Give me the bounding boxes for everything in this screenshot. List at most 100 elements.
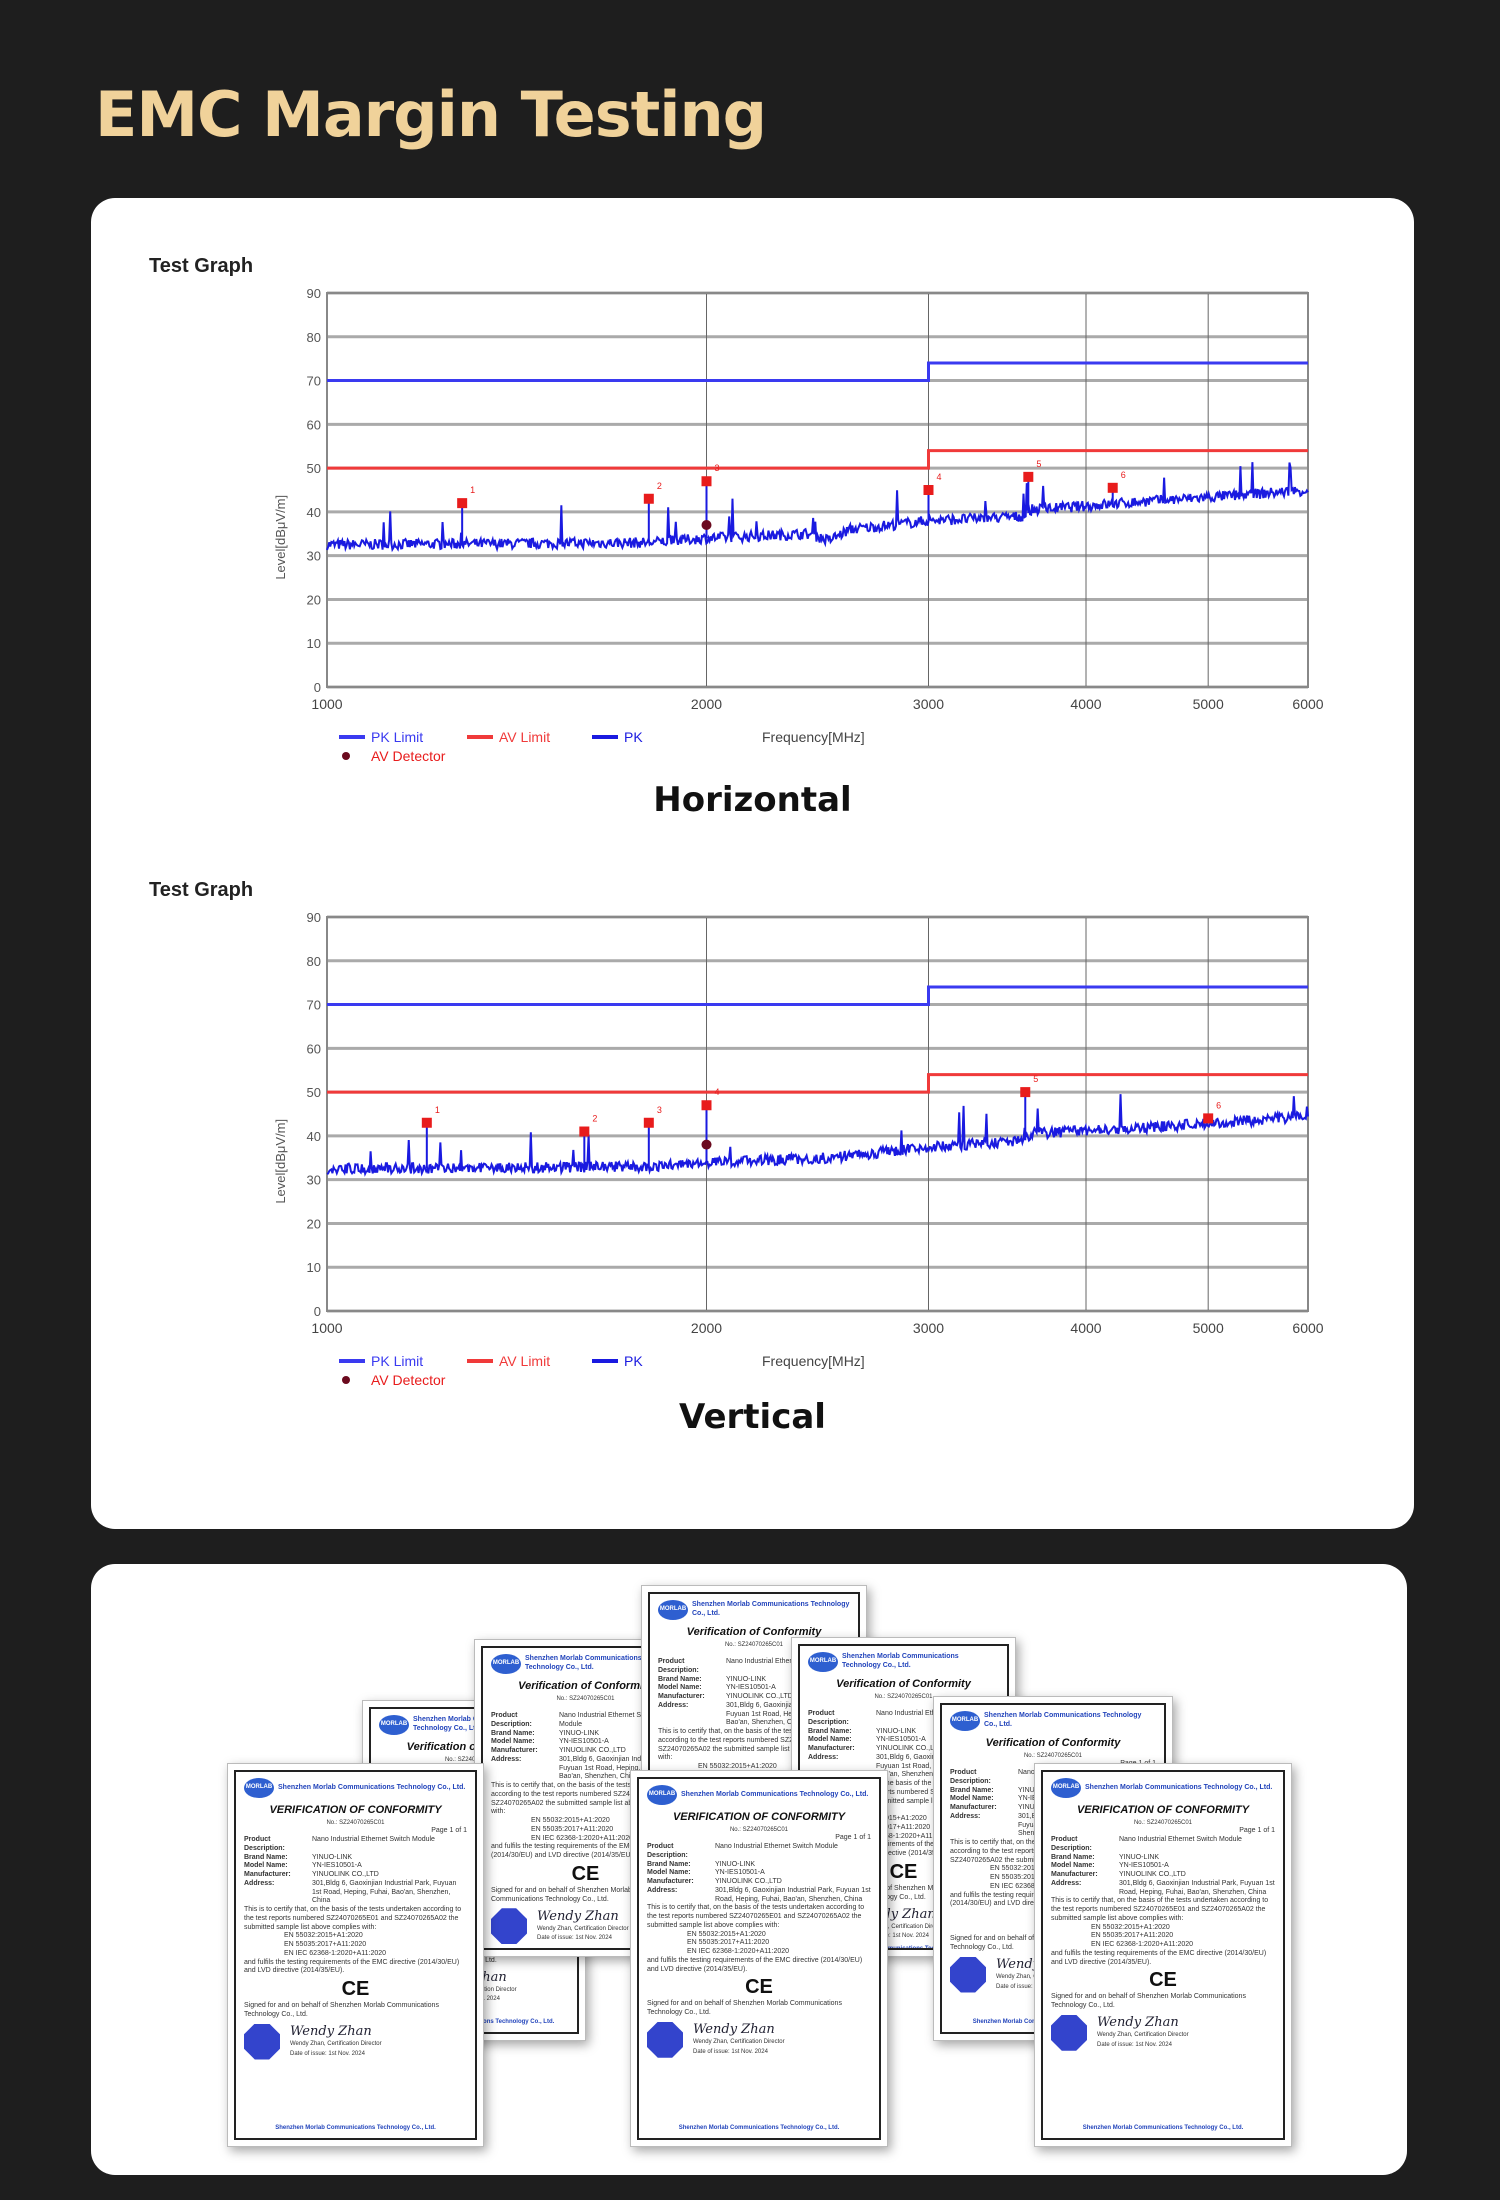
- peak-marker: [1020, 1087, 1031, 1098]
- horizontal-caption: Horizontal: [653, 780, 852, 820]
- y-tick-label: 0: [314, 680, 321, 695]
- pk-trace: [326, 462, 1309, 553]
- y-tick-label: 20: [307, 592, 321, 607]
- field-label: Address:: [950, 1812, 981, 1820]
- y-tick-label: 70: [307, 374, 321, 389]
- chart-title: Test Graph: [149, 879, 253, 901]
- certificate-title: Verification of Conformity: [686, 1626, 822, 1638]
- field-label: Brand Name:: [491, 1729, 535, 1737]
- certificate-field: Manufacturer: YINUOLINK CO.,LTD: [1051, 1871, 1275, 1880]
- field-value: YINUO-LINK: [715, 1860, 756, 1868]
- legend-swatch: [342, 752, 350, 760]
- field-label: Product Description:: [647, 1843, 688, 1859]
- plot-frame: [326, 292, 1309, 688]
- y-tick-label: 10: [307, 636, 321, 651]
- field-value: YINUOLINK CO.,LTD: [312, 1871, 379, 1878]
- signer: Wendy Zhan, Certification Director: [854, 1923, 946, 1930]
- x-tick-label: 1000: [311, 1320, 342, 1336]
- certificate-field: Manufacturer: YINUOLINK CO.,LTD: [808, 1745, 999, 1754]
- certificate-statement: This is to certify that, on the basis of…: [658, 1728, 847, 1762]
- footer-company: Shenzhen Morlab Communications Technolog…: [275, 2124, 436, 2131]
- morlab-logo: MORLAB: [647, 1785, 677, 1805]
- peak-label: 3: [657, 1105, 662, 1115]
- signature: Wendy Zhan: [290, 2023, 372, 2039]
- field-value: Nano Industrial Ethernet Switch Module: [715, 1843, 838, 1850]
- legend-label: PK Limit: [371, 729, 423, 745]
- field-value: YN-IES10501-A: [1119, 1862, 1169, 1870]
- legend-label: PK: [624, 1353, 643, 1369]
- certificate-number: No.: SZ24070265C01: [556, 1695, 615, 1702]
- field-label: Brand Name:: [244, 1853, 288, 1861]
- footer-company: Shenzhen Morlab Communications Technolog…: [823, 1946, 984, 1950]
- certificate-field: Manufacturer: YINUOLINK CO.,LTD: [658, 1693, 850, 1702]
- peak-marker: [923, 485, 934, 495]
- signature-area: Wendy Zhan Wendy Zhan, Certification Dir…: [1051, 2014, 1275, 2051]
- field-label: Product Description:: [1051, 1836, 1092, 1852]
- certificate-field: Address: 301,Bldg 6, Gaoxinjian Industria…: [658, 1702, 850, 1728]
- footer-company: Shenzhen Morlab Communications Technolog…: [678, 2124, 840, 2131]
- certificate-field: Brand Name: YINUO-LINK: [658, 1676, 850, 1685]
- y-tick-label: 50: [307, 461, 321, 476]
- certificate-field: Brand Name: YINUO-LINK: [647, 1861, 871, 1870]
- standard: EN 55035:2017+A11:2020: [848, 1823, 931, 1831]
- certificate-number: No.: SZ24070265C01: [326, 1819, 385, 1826]
- certification-seal-icon: [950, 1956, 986, 1993]
- certificate-field: Address: 301,Bldg 6, Gaoxinjian Industria…: [1051, 1880, 1275, 1898]
- signature: Wendy Zhan: [537, 1908, 619, 1924]
- signature-area: Wendy Zhan Wendy Zhan, Certification Dir…: [491, 1908, 680, 1945]
- certificate-field: Product Description: Nano Industrial Ethe…: [647, 1843, 871, 1861]
- certificate-title: Verification of Conformity: [985, 1737, 1121, 1749]
- y-tick-label: 90: [307, 286, 321, 301]
- company-name: Shenzhen Morlab Communications Technolog…: [692, 1601, 850, 1617]
- morlab-logo: MORLAB: [1051, 1778, 1081, 1798]
- field-value: YINUOLINK CO.,LTD: [726, 1693, 793, 1700]
- certificate-statement: This is to certify that, on the basis of…: [647, 1904, 865, 1929]
- y-tick-label: 80: [307, 954, 321, 969]
- field-label: Model Name:: [491, 1738, 535, 1746]
- test-graphs-panel: Test Graph 0 10 20 30 40 50 60 70 80 90 1000 2000 300…: [91, 198, 1414, 1529]
- certificate-field: Product Description: Nano Industrial Ethe…: [244, 1836, 467, 1854]
- standard: EN 55032:2015+A1:2020: [990, 1865, 1069, 1873]
- pk-trace: [326, 1094, 1309, 1177]
- signature: Wendy Zhan: [1097, 2015, 1179, 2031]
- directive-text: and fulfils the testing requirements of …: [491, 1843, 663, 1859]
- field-value: YINUOLINK CO.,LTD: [1119, 1871, 1186, 1878]
- peak-marker: [421, 1117, 432, 1128]
- standard: EN 55035:2017+A11:2020: [1091, 1932, 1174, 1940]
- certificate-statement: This is to certify that, on the basis of…: [1051, 1897, 1269, 1922]
- certification-seal-icon: [1051, 2014, 1087, 2051]
- certificate-field: Model Name: YN-IES10501-A: [658, 1684, 850, 1693]
- certificate-field: Model Name: YN-IES10501-A: [244, 1862, 467, 1871]
- field-label: Model Name:: [647, 1869, 691, 1877]
- x-tick-label: 3000: [913, 1320, 944, 1336]
- field-value: Nano Industrial Ethernet Switch Module: [1119, 1836, 1242, 1843]
- field-value: 301,Bldg 6, Gaoxinjian Industrial Park, …: [715, 1886, 871, 1903]
- certificate-field: Product Description: Nano Industrial Ethe…: [658, 1658, 850, 1676]
- av-limit-line: [327, 449, 1308, 470]
- x-tick-label: 6000: [1292, 1320, 1323, 1336]
- directive-text: and fulfils the testing requirements of …: [647, 1956, 863, 1973]
- signer: Wendy Zhan, Certification Director: [537, 1925, 629, 1932]
- certificate-field: Brand Name: YINUO-LINK: [1051, 1854, 1275, 1863]
- standard: EN 55032:2015+A1:2020: [1091, 1923, 1170, 1931]
- field-label: Product Description:: [244, 1836, 285, 1852]
- peak-marker: [1203, 1113, 1214, 1124]
- page-number: Page 1 of 1: [835, 1834, 871, 1842]
- standard: EN IEC 62368-1:2020+A11:2020: [531, 1834, 634, 1842]
- av-detector-point: [701, 520, 712, 531]
- x-tick-label: 4000: [1070, 1320, 1101, 1336]
- pk-limit-line: [327, 361, 1308, 383]
- field-value: YN-IES10501-A: [726, 1684, 776, 1692]
- y-tick-label: 80: [307, 330, 321, 345]
- field-value: YINUOLINK CO.,LTD: [715, 1878, 782, 1885]
- field-label: Product Description:: [491, 1712, 532, 1728]
- field-value: Nano Industrial Ethernet Switch Module: [559, 1712, 658, 1728]
- peak-label: 5: [1033, 1074, 1038, 1084]
- legend-label: PK: [624, 729, 643, 745]
- company-name: Shenzhen Morlab Communications Technolog…: [278, 1783, 466, 1791]
- y-tick-label: 60: [307, 1041, 321, 1056]
- x-tick-label: 4000: [1070, 696, 1101, 712]
- legend-swatch: [342, 1376, 350, 1384]
- signed-text: Signed for and on behalf of Shenzhen Mor…: [647, 2000, 842, 2016]
- certificate-number: No.: SZ24070265C01: [1133, 1819, 1193, 1826]
